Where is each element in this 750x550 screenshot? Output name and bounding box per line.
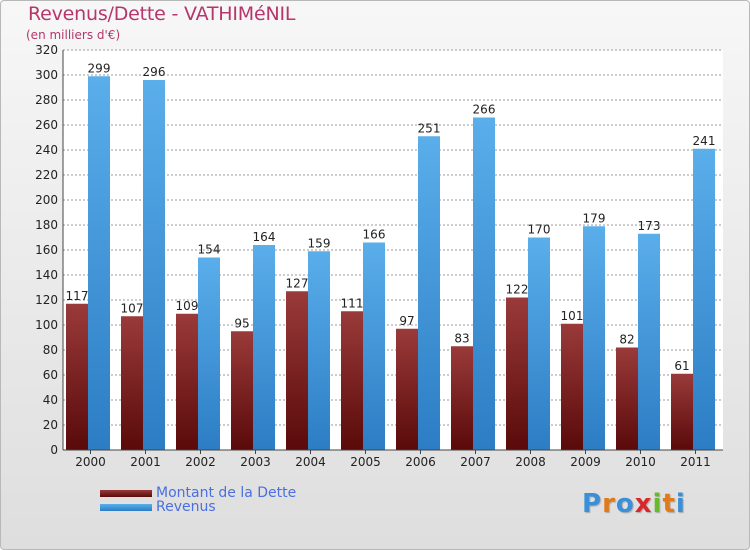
y-tick-label: 320 (35, 43, 58, 57)
bar-revenus (693, 148, 715, 450)
y-tick-label: 280 (35, 93, 58, 107)
x-tick-label: 2009 (570, 455, 601, 469)
bar-dette (451, 346, 473, 450)
legend-item-dette: Montant de la Dette (100, 486, 296, 500)
data-label: 164 (253, 230, 276, 244)
bar-dette (506, 297, 528, 450)
bar-dette (66, 303, 88, 450)
data-label: 166 (363, 228, 386, 242)
x-tick-label: 2004 (295, 455, 326, 469)
y-tick-label: 120 (35, 293, 58, 307)
data-label: 122 (506, 283, 529, 297)
bar-dette (616, 347, 638, 450)
x-tick-label: 2010 (625, 455, 656, 469)
bar-revenus (473, 117, 495, 450)
data-label: 61 (674, 359, 689, 373)
data-label: 241 (693, 134, 716, 148)
data-label: 101 (561, 309, 584, 323)
y-tick-label: 220 (35, 168, 58, 182)
data-label: 117 (66, 289, 89, 303)
y-tick-label: 240 (35, 143, 58, 157)
y-tick-label: 100 (35, 318, 58, 332)
y-tick-label: 20 (43, 418, 58, 432)
data-label: 111 (341, 296, 364, 310)
data-label: 107 (121, 301, 144, 315)
x-tick-label: 2002 (185, 455, 216, 469)
legend-swatch-revenus (100, 503, 152, 511)
legend-label-dette: Montant de la Dette (156, 485, 297, 501)
data-label: 154 (198, 243, 221, 257)
logo-letter: i (652, 489, 663, 519)
x-tick-label: 2011 (680, 455, 711, 469)
y-tick-label: 40 (43, 393, 58, 407)
bar-dette (341, 311, 363, 450)
data-label: 266 (473, 103, 496, 117)
bar-revenus (418, 136, 440, 450)
bar-dette (286, 291, 308, 450)
data-label: 159 (308, 236, 331, 250)
bar-dette (176, 313, 198, 450)
logo-letter: o (615, 489, 635, 519)
data-label: 127 (286, 276, 309, 290)
y-tick-label: 180 (35, 218, 58, 232)
legend-swatch-dette (100, 489, 152, 497)
data-label: 109 (176, 299, 199, 313)
bar-dette (561, 323, 583, 450)
bar-dette (396, 328, 418, 450)
y-tick-label: 300 (35, 68, 58, 82)
bar-revenus (638, 233, 660, 450)
x-tick-label: 2001 (130, 455, 161, 469)
bar-dette (671, 373, 693, 450)
logo-letter: r (602, 489, 616, 519)
bar-revenus (253, 245, 275, 450)
y-tick-label: 140 (35, 268, 58, 282)
y-tick-label: 80 (43, 343, 58, 357)
data-label: 173 (638, 219, 661, 233)
logo-letter: x (634, 489, 653, 519)
legend-label-revenus: Revenus (156, 499, 216, 515)
bar-dette (121, 316, 143, 450)
y-tick-label: 260 (35, 118, 58, 132)
logo-letter: P (582, 489, 603, 519)
bar-revenus (363, 242, 385, 450)
bar-revenus (198, 257, 220, 450)
proxiti-logo: Proxiti (582, 489, 686, 519)
data-label: 251 (418, 121, 441, 135)
y-tick-label: 60 (43, 368, 58, 382)
bar-revenus (308, 251, 330, 450)
data-label: 83 (454, 331, 469, 345)
chart-title: Revenus/Dette - VATHIMéNIL (28, 3, 296, 25)
bar-revenus (583, 226, 605, 450)
bar-revenus (88, 76, 110, 450)
x-tick-label: 2005 (350, 455, 381, 469)
legend-item-revenus: Revenus (100, 500, 296, 514)
data-label: 179 (583, 211, 606, 225)
data-label: 299 (88, 61, 111, 75)
x-tick-label: 2008 (515, 455, 546, 469)
legend: Montant de la Dette Revenus (100, 486, 296, 514)
y-tick-label: 160 (35, 243, 58, 257)
chart-subtitle: (en milliers d'€) (26, 28, 121, 42)
x-tick-label: 2007 (460, 455, 491, 469)
x-tick-label: 2000 (75, 455, 106, 469)
bar-dette (231, 331, 253, 450)
data-label: 82 (619, 333, 634, 347)
data-label: 170 (528, 223, 551, 237)
x-tick-label: 2003 (240, 455, 271, 469)
bar-revenus (528, 237, 550, 450)
data-label: 97 (399, 314, 414, 328)
logo-letter: i (675, 489, 686, 519)
data-label: 95 (234, 316, 249, 330)
bar-revenus (143, 80, 165, 450)
x-tick-label: 2006 (405, 455, 436, 469)
logo-letter: t (662, 489, 676, 519)
y-tick-label: 200 (35, 193, 58, 207)
data-label: 296 (143, 65, 166, 79)
y-tick-label: 0 (50, 443, 58, 457)
